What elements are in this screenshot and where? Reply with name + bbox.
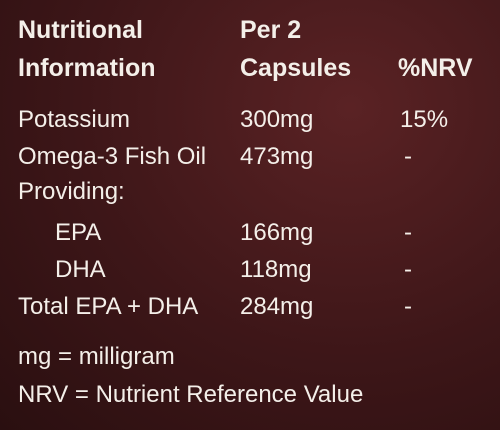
- footnote: NRV = Nutrient Reference Value: [18, 381, 364, 408]
- nrv: -: [404, 143, 412, 170]
- amount: 284mg: [240, 293, 314, 320]
- nrv: -: [404, 293, 412, 320]
- header-text: Information: [18, 54, 156, 82]
- amount: 300mg: [240, 106, 314, 133]
- nutrient-name: EPA: [55, 219, 102, 246]
- header-text: Nutritional: [18, 16, 143, 44]
- header-text: Capsules: [240, 54, 352, 82]
- header-text: Per 2: [240, 16, 302, 44]
- nutrient-name: Potassium: [18, 106, 131, 133]
- nutrient-name: Total EPA + DHA: [18, 293, 199, 320]
- nrv: -: [404, 256, 412, 283]
- nutrient-name: Omega-3 Fish Oil: [18, 143, 207, 170]
- nrv: 15%: [400, 106, 449, 133]
- nrv: -: [404, 219, 412, 246]
- header-text: %NRV: [398, 54, 473, 82]
- nutrient-name: DHA: [55, 256, 106, 283]
- footnote: mg = milligram: [18, 343, 175, 370]
- amount: 473mg: [240, 143, 314, 170]
- nutrient-name: Providing:: [18, 178, 125, 205]
- amount: 166mg: [240, 219, 314, 246]
- amount: 118mg: [240, 256, 312, 283]
